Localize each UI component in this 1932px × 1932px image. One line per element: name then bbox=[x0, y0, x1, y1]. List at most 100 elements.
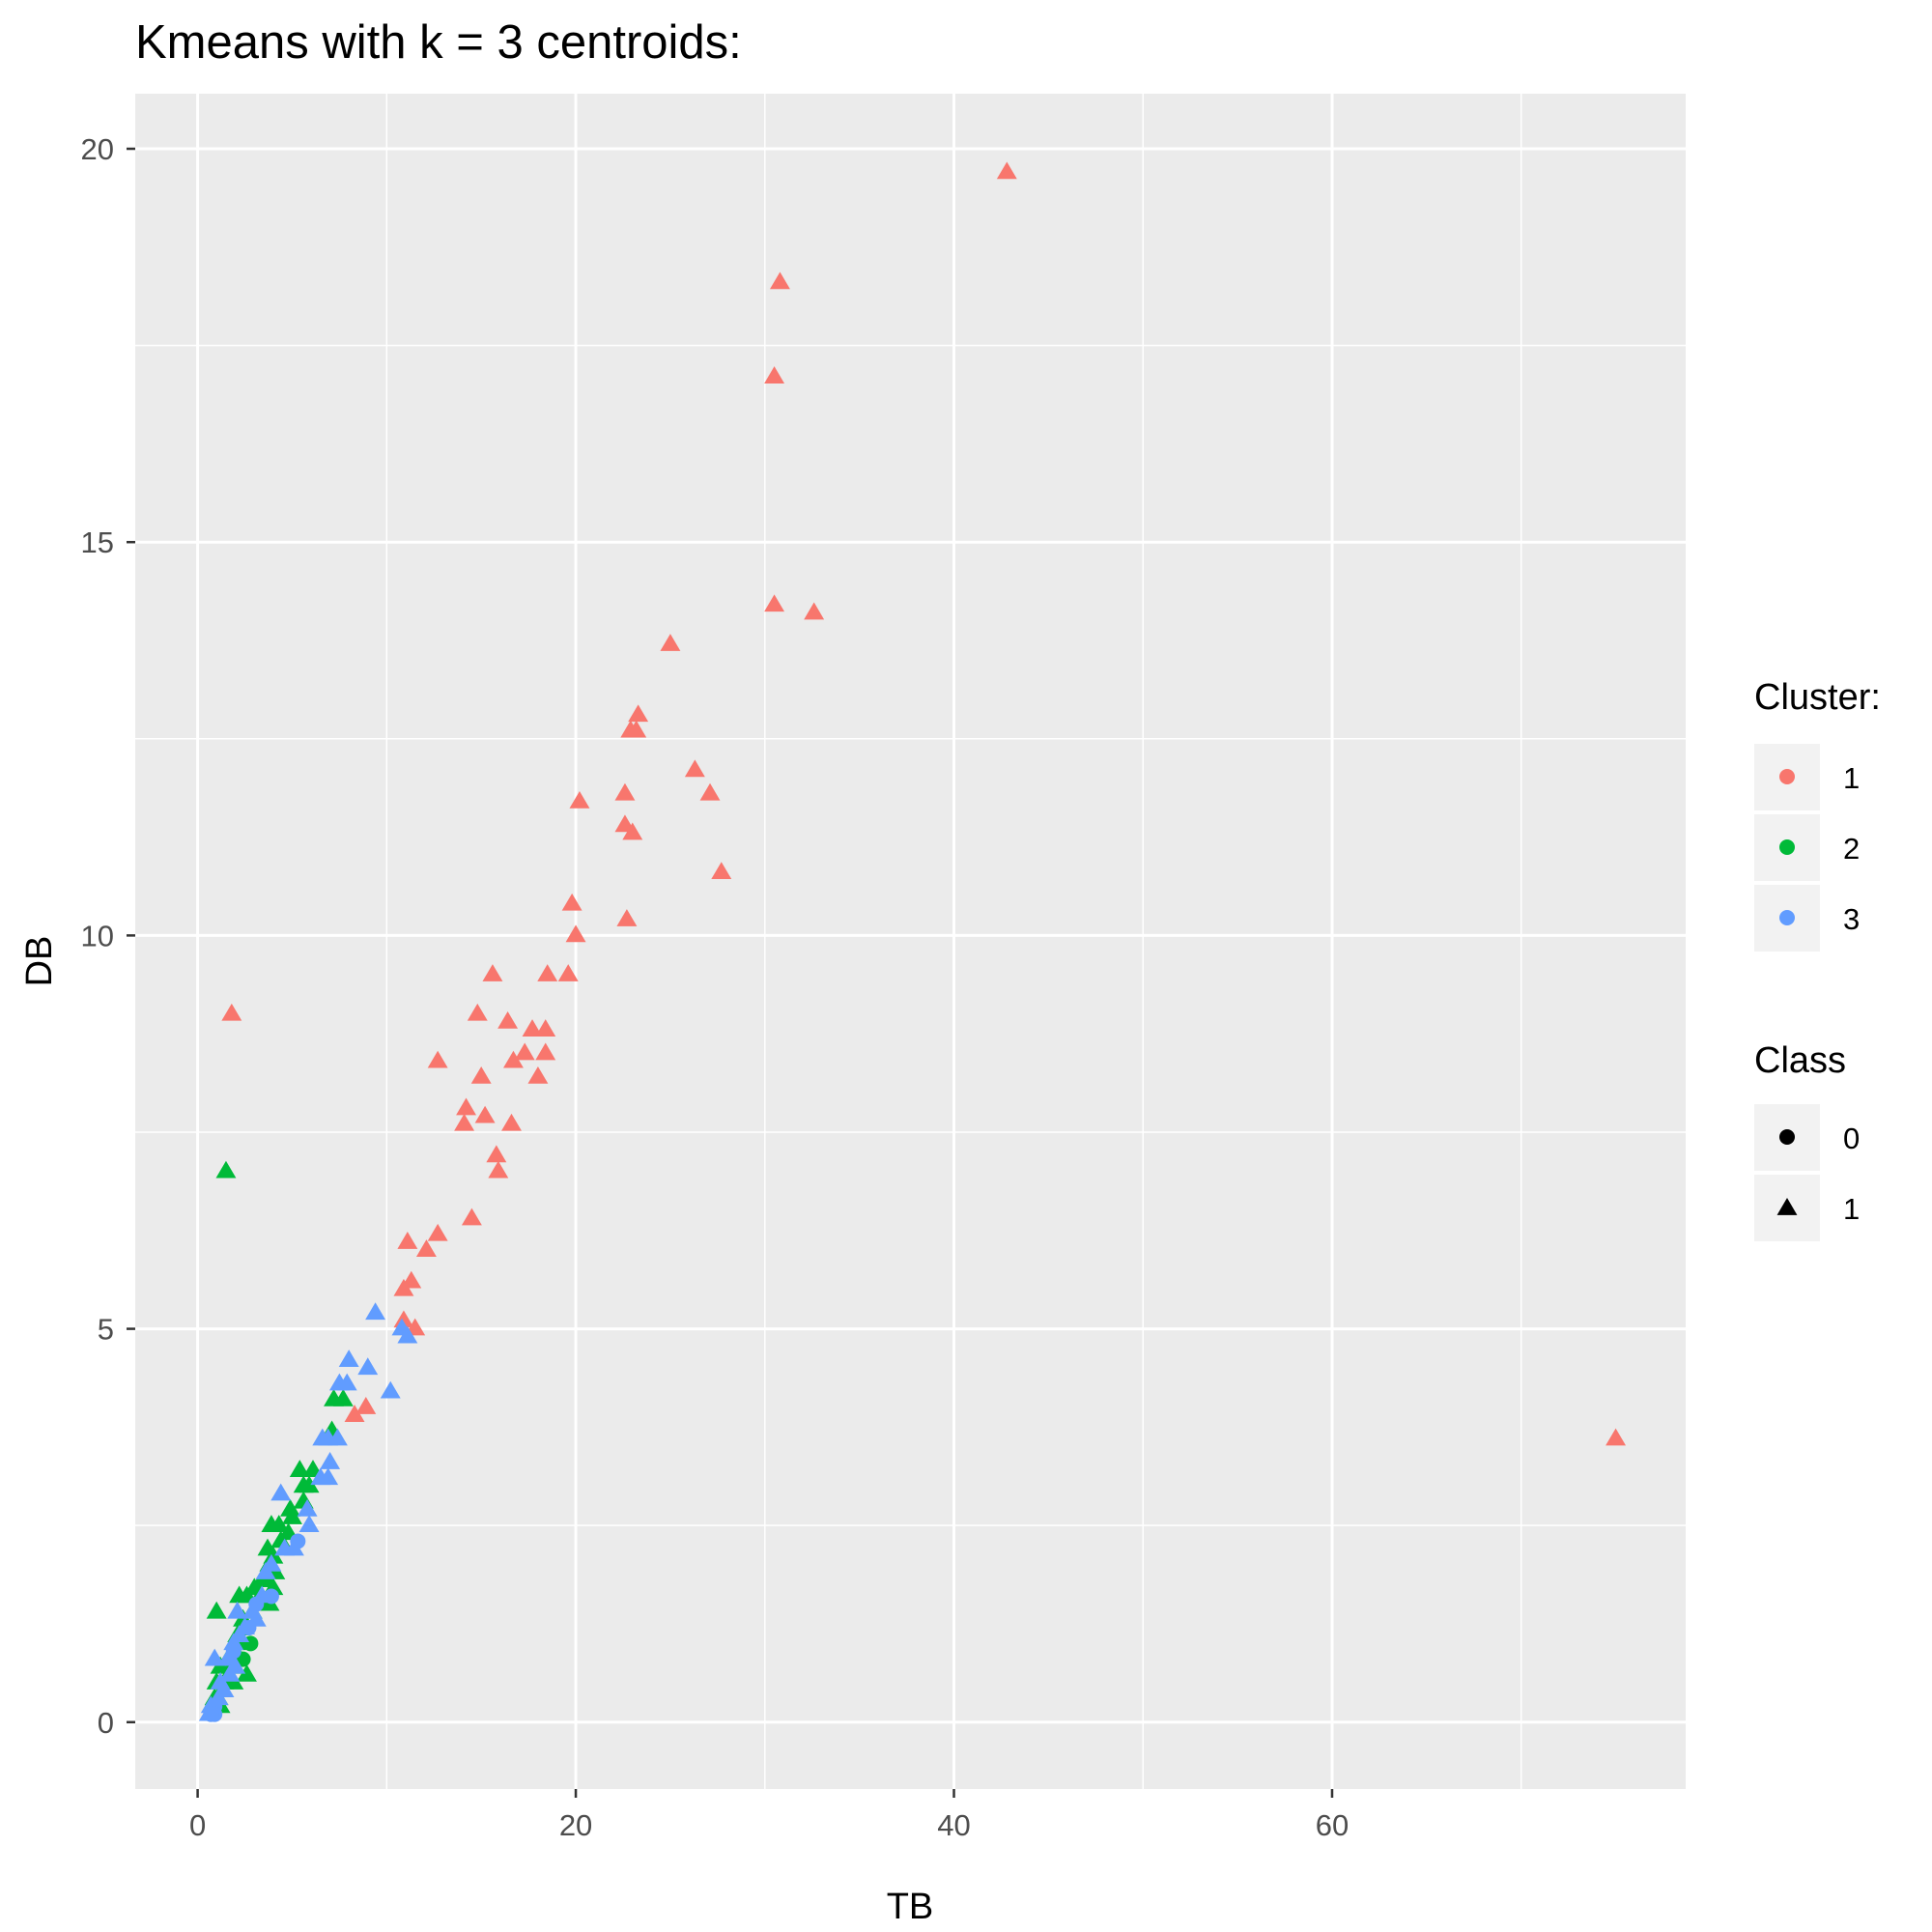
grid-minor bbox=[135, 94, 1686, 1789]
y-axis: 0 5 10 15 20 bbox=[81, 132, 135, 1740]
data-point-cluster-1-class-1 bbox=[355, 1397, 377, 1414]
data-point-cluster-3-class-1 bbox=[297, 1498, 318, 1517]
data-point-cluster-3-class-1 bbox=[397, 1325, 418, 1344]
legend-class-swatch-circle bbox=[1779, 1129, 1795, 1145]
data-point-cluster-3-class-1 bbox=[274, 1538, 296, 1556]
data-point-cluster-2-class-1 bbox=[237, 1663, 257, 1682]
data-point-cluster-3-class-1 bbox=[365, 1302, 386, 1321]
y-tick-label: 10 bbox=[81, 919, 114, 952]
data-point-cluster-2-class-1 bbox=[282, 1507, 302, 1524]
data-point-cluster-1-class-1 bbox=[537, 964, 558, 981]
data-point-cluster-1-class-1 bbox=[456, 1097, 476, 1116]
legend-class-label: 1 bbox=[1843, 1192, 1860, 1226]
data-point-cluster-1-class-1 bbox=[535, 1042, 556, 1061]
legend-class-title: Class bbox=[1754, 1040, 1846, 1081]
y-tick-label: 20 bbox=[81, 132, 114, 166]
data-point-cluster-3-class-1 bbox=[312, 1428, 333, 1446]
data-point-cluster-1-class-1 bbox=[628, 704, 649, 723]
data-point-cluster-3-class-1 bbox=[336, 1373, 357, 1391]
data-point-cluster-1-class-1 bbox=[614, 782, 636, 801]
legend-class: Class 0 1 bbox=[1754, 1040, 1860, 1241]
data-point-cluster-3-class-1 bbox=[318, 1467, 339, 1486]
data-point-cluster-1-class-1 bbox=[711, 862, 732, 880]
chart-title: Kmeans with k = 3 centroids: bbox=[135, 16, 742, 69]
legend-class-swatch-triangle bbox=[1776, 1198, 1798, 1215]
data-point-cluster-1-class-1 bbox=[497, 1010, 519, 1029]
data-point-cluster-1-class-1 bbox=[397, 1232, 418, 1249]
data-point-cluster-2-class-1 bbox=[332, 1388, 354, 1406]
data-point-cluster-1-class-1 bbox=[501, 1113, 522, 1131]
data-point-cluster-1-class-1 bbox=[626, 720, 647, 738]
data-point-cluster-3-class-1 bbox=[327, 1428, 348, 1446]
data-point-cluster-1-class-1 bbox=[565, 924, 586, 943]
data-point-cluster-1-class-1 bbox=[470, 1065, 492, 1084]
x-tick-label: 60 bbox=[1316, 1808, 1349, 1842]
data-point-cluster-1-class-1 bbox=[522, 1019, 543, 1037]
data-point-cluster-1-class-1 bbox=[427, 1050, 448, 1068]
legend-cluster-swatch bbox=[1779, 910, 1795, 925]
legend-cluster-label: 1 bbox=[1843, 761, 1860, 795]
data-point-cluster-1-class-1 bbox=[1605, 1428, 1627, 1446]
data-point-cluster-3-class-1 bbox=[320, 1452, 341, 1469]
data-point-cluster-1-class-1 bbox=[427, 1223, 448, 1241]
data-point-cluster-1-class-1 bbox=[486, 1145, 507, 1163]
data-point-cluster-1-class-1 bbox=[616, 909, 638, 926]
legend-cluster-swatch bbox=[1779, 839, 1795, 855]
data-point-cluster-2-class-1 bbox=[206, 1601, 227, 1619]
legend-cluster-title: Cluster: bbox=[1754, 677, 1881, 718]
data-point-cluster-3-class-1 bbox=[227, 1601, 248, 1619]
data-point-cluster-1-class-1 bbox=[474, 1105, 496, 1123]
data-point-cluster-3-class-1 bbox=[204, 1648, 225, 1666]
data-point-cluster-1-class-1 bbox=[454, 1113, 475, 1131]
data-point-cluster-3-class-1 bbox=[255, 1562, 276, 1579]
data-point-cluster-1-class-1 bbox=[467, 1003, 488, 1021]
data-point-cluster-1-class-1 bbox=[804, 602, 825, 620]
data-point-cluster-1-class-1 bbox=[415, 1239, 437, 1257]
data-point-cluster-1-class-1 bbox=[344, 1405, 365, 1422]
data-point-cluster-1-class-1 bbox=[482, 964, 503, 981]
data-point-cluster-1-class-1 bbox=[527, 1065, 549, 1084]
x-tick-label: 0 bbox=[189, 1808, 206, 1842]
y-tick-label: 5 bbox=[98, 1313, 114, 1347]
data-point-cluster-1-class-1 bbox=[764, 366, 785, 384]
data-point-cluster-1-class-1 bbox=[535, 1019, 556, 1037]
legend-class-label: 0 bbox=[1843, 1122, 1860, 1155]
data-point-cluster-1-class-1 bbox=[764, 594, 785, 612]
data-point-cluster-2-class-1 bbox=[298, 1475, 320, 1493]
data-point-cluster-1-class-1 bbox=[769, 271, 790, 290]
data-point-cluster-1-class-1 bbox=[514, 1042, 535, 1061]
data-point-cluster-3-class-1 bbox=[338, 1350, 359, 1367]
plot-panel bbox=[135, 94, 1686, 1789]
legend-cluster: Cluster: 1 2 3 bbox=[1754, 677, 1881, 952]
y-axis-title: DB bbox=[19, 936, 60, 987]
data-point-cluster-1-class-1 bbox=[461, 1208, 482, 1226]
data-point-cluster-2-class-1 bbox=[215, 1160, 237, 1179]
x-axis-title: TB bbox=[887, 1887, 934, 1927]
data-point-cluster-1-class-1 bbox=[557, 964, 579, 981]
legend-cluster-label: 3 bbox=[1843, 902, 1860, 936]
x-tick-label: 40 bbox=[937, 1808, 970, 1842]
y-tick-label: 0 bbox=[98, 1706, 114, 1740]
data-point-cluster-3-class-1 bbox=[298, 1515, 320, 1533]
data-point-cluster-1-class-1 bbox=[699, 782, 721, 801]
data-point-cluster-3-class-0 bbox=[241, 1620, 257, 1636]
data-point-cluster-1-class-1 bbox=[569, 790, 590, 809]
x-axis: 0 20 40 60 bbox=[189, 1789, 1349, 1842]
data-point-cluster-3-class-1 bbox=[270, 1483, 292, 1501]
x-tick-label: 20 bbox=[559, 1808, 592, 1842]
legend-cluster-label: 2 bbox=[1843, 832, 1860, 866]
grid-major bbox=[135, 94, 1686, 1789]
data-point-cluster-1-class-1 bbox=[622, 822, 643, 840]
data-point-cluster-3-class-1 bbox=[357, 1357, 379, 1376]
data-point-cluster-1-class-1 bbox=[561, 893, 582, 911]
data-point-cluster-1-class-1 bbox=[393, 1278, 414, 1296]
data-point-cluster-3-class-0 bbox=[203, 1706, 219, 1722]
legend-cluster-swatch bbox=[1779, 769, 1795, 784]
y-tick-label: 15 bbox=[81, 526, 114, 559]
data-point-cluster-1-class-1 bbox=[996, 161, 1017, 180]
data-point-cluster-1-class-1 bbox=[393, 1310, 414, 1328]
data-points bbox=[198, 161, 1627, 1722]
data-point-cluster-3-class-1 bbox=[219, 1663, 241, 1682]
data-point-cluster-1-class-1 bbox=[221, 1003, 242, 1021]
